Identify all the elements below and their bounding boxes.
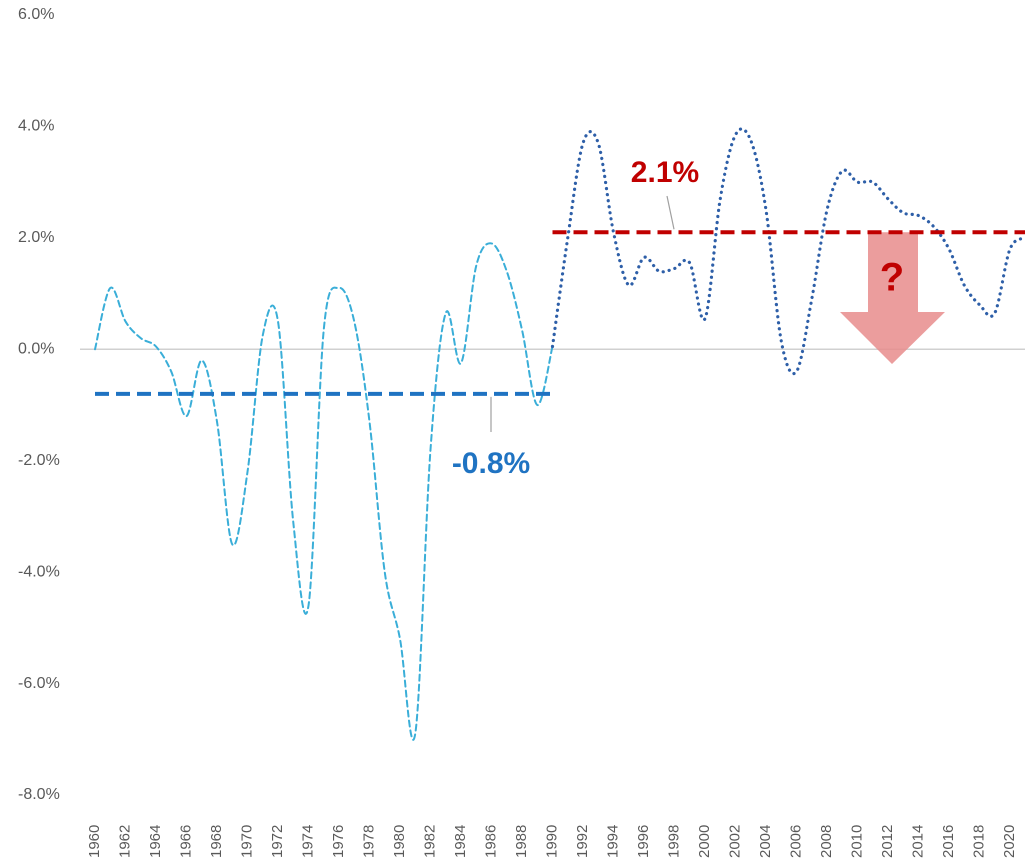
- question-mark: ?: [880, 256, 904, 300]
- x-tick-label: 1994: [604, 825, 621, 858]
- x-tick-label: 2008: [818, 825, 835, 858]
- y-tick-label: 2.0%: [18, 229, 54, 246]
- y-tick-label: 0.0%: [18, 341, 54, 358]
- x-tick-label: 1988: [513, 825, 530, 858]
- x-tick-label: 1976: [330, 825, 347, 858]
- x-tick-label: 1972: [269, 825, 286, 858]
- x-tick-label: 2018: [970, 825, 987, 858]
- average-label: 2.1%: [631, 156, 699, 189]
- x-tick-label: 1974: [299, 825, 316, 858]
- x-tick-label: 2010: [848, 825, 865, 858]
- x-tick-label: 2000: [696, 825, 713, 858]
- y-tick-label: -4.0%: [18, 563, 60, 580]
- x-tick-label: 1960: [86, 825, 103, 858]
- y-tick-label: 4.0%: [18, 118, 54, 135]
- x-tick-label: 2016: [940, 825, 957, 858]
- x-tick-label: 1990: [543, 825, 560, 858]
- x-tick-label: 1978: [360, 825, 377, 858]
- line-series: [94, 242, 554, 741]
- x-tick-label: 2014: [909, 825, 926, 858]
- line-series: [550, 127, 1025, 376]
- x-tick-label: 1980: [391, 825, 408, 858]
- x-tick-label: 2004: [757, 825, 774, 858]
- leader-line: [666, 195, 675, 230]
- x-tick-label: 1984: [452, 825, 469, 858]
- x-tick-label: 1964: [147, 825, 164, 858]
- y-tick-label: -8.0%: [18, 786, 60, 803]
- x-tick-label: 1986: [482, 825, 499, 858]
- x-tick-label: 1970: [238, 825, 255, 858]
- x-tick-label: 2020: [1001, 825, 1018, 858]
- x-tick-label: 1962: [116, 825, 133, 858]
- y-tick-label: 6.0%: [18, 6, 54, 23]
- x-tick-label: 1998: [665, 825, 682, 858]
- x-tick-label: 1996: [635, 825, 652, 858]
- y-tick-label: -6.0%: [18, 675, 60, 692]
- y-tick-label: -2.0%: [18, 452, 60, 469]
- x-tick-label: 1968: [208, 825, 225, 858]
- down-arrow: [840, 232, 945, 364]
- x-tick-label: 1992: [574, 825, 591, 858]
- x-tick-label: 2012: [879, 825, 896, 858]
- x-tick-label: 2006: [787, 825, 804, 858]
- x-tick-label: 1966: [177, 825, 194, 858]
- x-tick-label: 2002: [726, 825, 743, 858]
- x-tick-label: 1982: [421, 825, 438, 858]
- average-label: -0.8%: [452, 447, 530, 480]
